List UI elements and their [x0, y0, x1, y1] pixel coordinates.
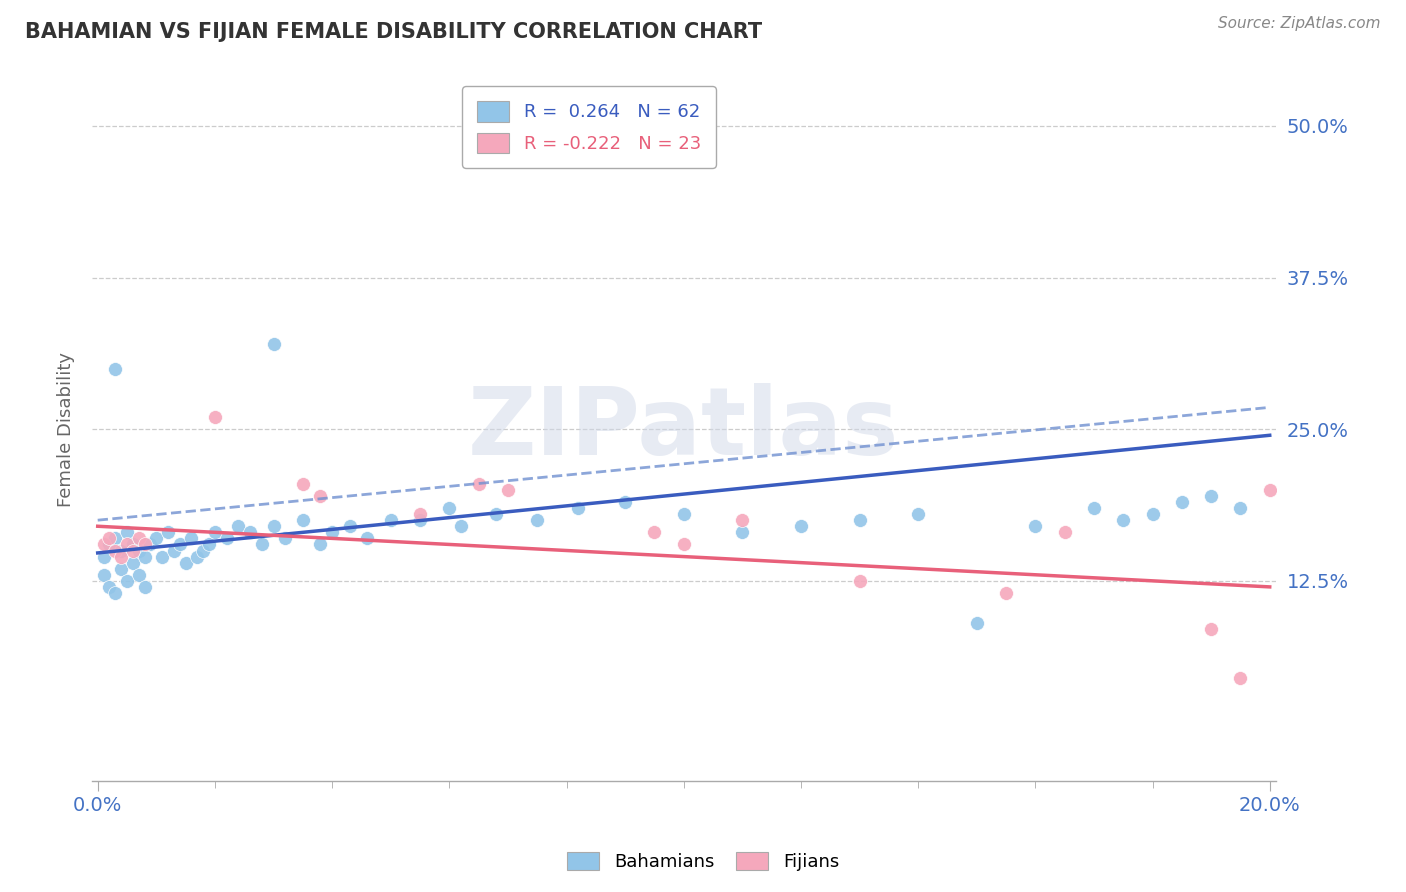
- Point: [848, 513, 870, 527]
- Point: [1083, 501, 1105, 516]
- Point: [98, 580, 121, 594]
- Point: [122, 537, 145, 551]
- Point: [163, 543, 186, 558]
- Point: [643, 525, 665, 540]
- Point: [1199, 489, 1222, 503]
- Point: [356, 532, 378, 546]
- Text: Source: ZipAtlas.com: Source: ZipAtlas.com: [1218, 16, 1381, 31]
- Point: [1258, 483, 1281, 497]
- Point: [93, 549, 115, 564]
- Point: [93, 567, 115, 582]
- Point: [139, 537, 162, 551]
- Point: [496, 483, 519, 497]
- Point: [321, 525, 343, 540]
- Point: [193, 543, 215, 558]
- Point: [848, 574, 870, 588]
- Point: [966, 616, 988, 631]
- Point: [122, 543, 145, 558]
- Point: [1142, 507, 1164, 521]
- Point: [567, 501, 589, 516]
- Text: ZIPatlas: ZIPatlas: [468, 384, 900, 475]
- Point: [134, 580, 156, 594]
- Point: [450, 519, 472, 533]
- Point: [110, 549, 132, 564]
- Legend: Bahamians, Fijians: Bahamians, Fijians: [560, 845, 846, 879]
- Point: [526, 513, 548, 527]
- Point: [1229, 501, 1251, 516]
- Point: [150, 549, 173, 564]
- Point: [409, 513, 432, 527]
- Point: [115, 525, 138, 540]
- Point: [198, 537, 221, 551]
- Point: [672, 507, 695, 521]
- Point: [274, 532, 297, 546]
- Point: [250, 537, 273, 551]
- Point: [1229, 671, 1251, 685]
- Point: [731, 525, 754, 540]
- Point: [309, 537, 332, 551]
- Point: [174, 556, 197, 570]
- Point: [380, 513, 402, 527]
- Point: [104, 361, 127, 376]
- Point: [1199, 623, 1222, 637]
- Point: [186, 549, 208, 564]
- Point: [93, 537, 115, 551]
- Point: [169, 537, 191, 551]
- Point: [128, 567, 150, 582]
- Point: [115, 537, 138, 551]
- Point: [204, 410, 226, 425]
- Point: [309, 489, 332, 503]
- Point: [1024, 519, 1046, 533]
- Point: [134, 537, 156, 551]
- Point: [104, 532, 127, 546]
- Point: [110, 543, 132, 558]
- Point: [204, 525, 226, 540]
- Point: [439, 501, 461, 516]
- Point: [122, 556, 145, 570]
- Point: [145, 532, 167, 546]
- Y-axis label: Female Disability: Female Disability: [58, 351, 75, 507]
- Point: [995, 586, 1018, 600]
- Point: [239, 525, 262, 540]
- Point: [128, 532, 150, 546]
- Point: [1053, 525, 1076, 540]
- Text: BAHAMIAN VS FIJIAN FEMALE DISABILITY CORRELATION CHART: BAHAMIAN VS FIJIAN FEMALE DISABILITY COR…: [25, 22, 762, 42]
- Point: [157, 525, 180, 540]
- Point: [1171, 495, 1194, 509]
- Point: [228, 519, 250, 533]
- Point: [614, 495, 637, 509]
- Point: [115, 574, 138, 588]
- Point: [134, 549, 156, 564]
- Point: [409, 507, 432, 521]
- Point: [1112, 513, 1135, 527]
- Point: [104, 586, 127, 600]
- Point: [215, 532, 238, 546]
- Legend: R =  0.264   N = 62, R = -0.222   N = 23: R = 0.264 N = 62, R = -0.222 N = 23: [463, 87, 716, 168]
- Point: [907, 507, 929, 521]
- Point: [110, 562, 132, 576]
- Point: [731, 513, 754, 527]
- Point: [180, 532, 202, 546]
- Point: [98, 537, 121, 551]
- Point: [485, 507, 508, 521]
- Point: [339, 519, 361, 533]
- Point: [263, 337, 285, 351]
- Point: [104, 543, 127, 558]
- Point: [790, 519, 813, 533]
- Point: [263, 519, 285, 533]
- Point: [467, 476, 489, 491]
- Point: [291, 476, 314, 491]
- Point: [98, 532, 121, 546]
- Point: [291, 513, 314, 527]
- Point: [128, 543, 150, 558]
- Point: [672, 537, 695, 551]
